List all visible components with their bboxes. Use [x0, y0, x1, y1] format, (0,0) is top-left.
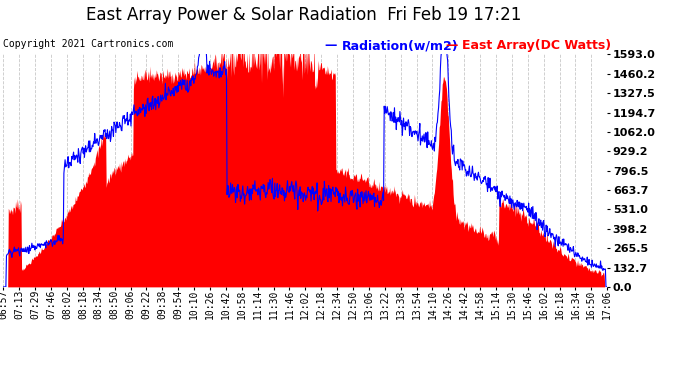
Text: Radiation(w/m2): Radiation(w/m2) [342, 39, 458, 53]
Text: —: — [445, 39, 457, 53]
Text: East Array(DC Watts): East Array(DC Watts) [462, 39, 611, 53]
Text: —: — [324, 39, 337, 53]
Text: East Array Power & Solar Radiation  Fri Feb 19 17:21: East Array Power & Solar Radiation Fri F… [86, 6, 521, 24]
Text: Copyright 2021 Cartronics.com: Copyright 2021 Cartronics.com [3, 39, 174, 50]
